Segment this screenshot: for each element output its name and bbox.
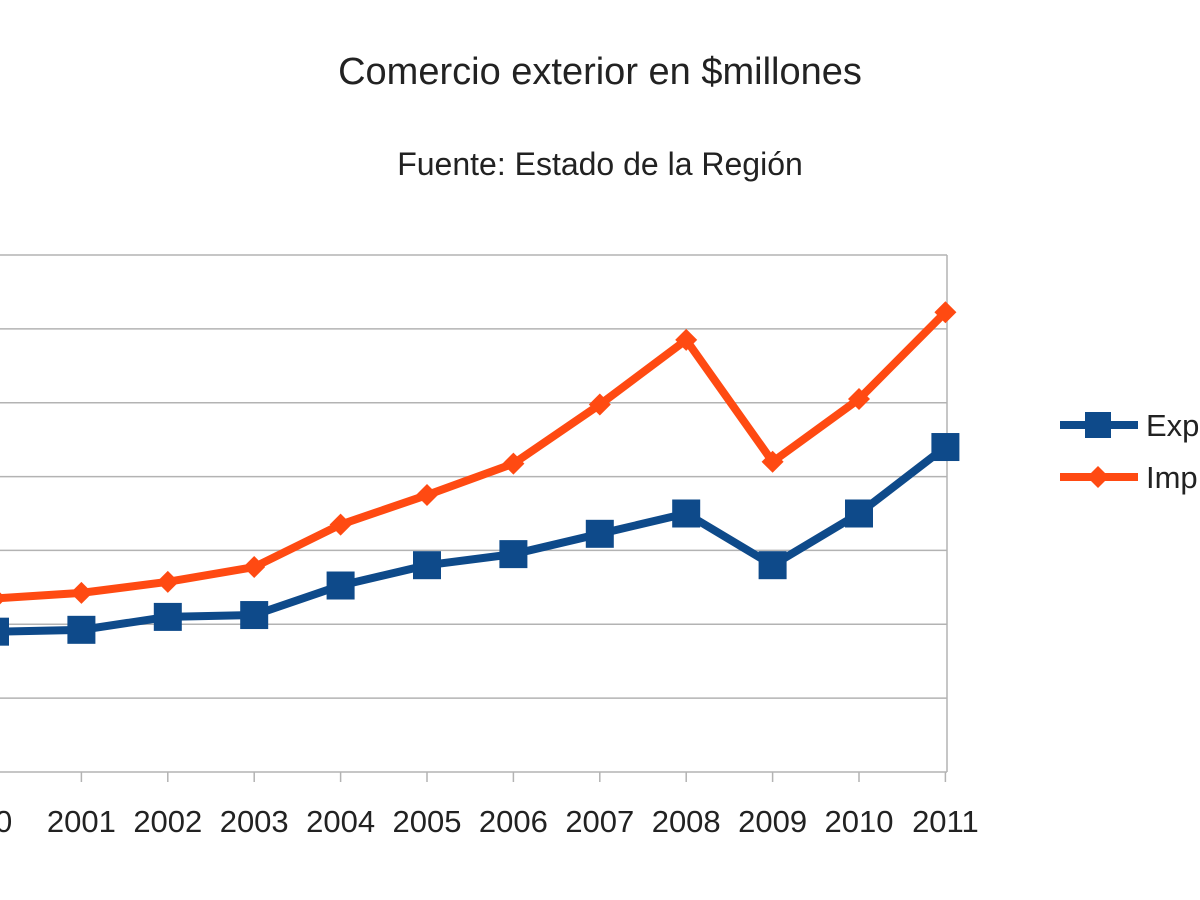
x-tick-label-2006: 2006 <box>479 804 548 839</box>
x-axis-tick-labels: 00 2001 2002 2003 2004 2005 2006 2007 2008 2009 20… <box>0 804 979 839</box>
series-line-imp <box>0 309 949 603</box>
data-point-exp-2007 <box>585 519 614 548</box>
series-imp <box>0 301 957 605</box>
chart-subtitle: Fuente: Estado de la Región <box>397 146 803 182</box>
data-point-exp-2011 <box>931 433 960 462</box>
x-tick-label-2008: 2008 <box>652 804 721 839</box>
data-point-imp-2005 <box>416 484 438 507</box>
data-point-imp-2002 <box>156 570 179 593</box>
data-point-imp-2010 <box>848 388 870 411</box>
data-point-imp-2007 <box>588 393 611 416</box>
series-exp <box>0 433 960 646</box>
data-point-imp-2001 <box>70 581 93 604</box>
legend-label-exp: Exp <box>1146 408 1199 443</box>
data-point-imp-2011 <box>934 301 957 324</box>
series-group <box>0 301 960 646</box>
series-line-exp <box>0 443 948 636</box>
data-point-imp-2004 <box>329 513 352 536</box>
x-tick-label-2005: 2005 <box>393 804 462 839</box>
x-tick-label-2007: 2007 <box>565 804 634 839</box>
data-point-exp-2005 <box>413 551 441 580</box>
data-point-exp-2003 <box>240 601 269 630</box>
legend-label-imp: Imp <box>1146 460 1198 495</box>
x-tick-label-2010: 2010 <box>825 804 894 839</box>
x-tick-label-2003: 2003 <box>220 804 289 839</box>
legend-marker-square <box>1085 412 1111 438</box>
x-tick-label-2004: 2004 <box>306 804 375 839</box>
data-point-imp-2009 <box>761 450 784 473</box>
data-point-imp-2006 <box>502 452 525 475</box>
data-point-exp-2008 <box>672 499 701 528</box>
data-point-imp-2000 <box>0 592 6 605</box>
data-point-exp-2004 <box>326 571 355 600</box>
data-point-imp-2003 <box>243 556 266 579</box>
x-tick-label-2009: 2009 <box>738 804 807 839</box>
data-point-exp-2001 <box>67 615 96 644</box>
x-tick-label-2001: 2001 <box>47 804 116 839</box>
data-point-exp-2010 <box>845 499 873 528</box>
data-point-exp-2002 <box>153 602 182 631</box>
x-tick-label-2002: 2002 <box>133 804 202 839</box>
data-point-imp-2008 <box>675 328 698 351</box>
x-tick-label-2011: 2011 <box>912 804 979 839</box>
legend-item-exp: Exp <box>1060 408 1199 443</box>
legend-item-imp: Imp <box>1060 460 1198 495</box>
chart-title: Comercio exterior en $millones <box>338 51 862 93</box>
data-point-exp-2000 <box>0 617 9 646</box>
data-point-exp-2009 <box>758 551 787 580</box>
legend-marker-diamond <box>1087 466 1109 488</box>
data-point-exp-2006 <box>499 540 528 569</box>
x-tick-label-2000: 00 <box>0 804 12 839</box>
axes <box>0 255 948 782</box>
legend: Exp Imp <box>1060 408 1199 495</box>
